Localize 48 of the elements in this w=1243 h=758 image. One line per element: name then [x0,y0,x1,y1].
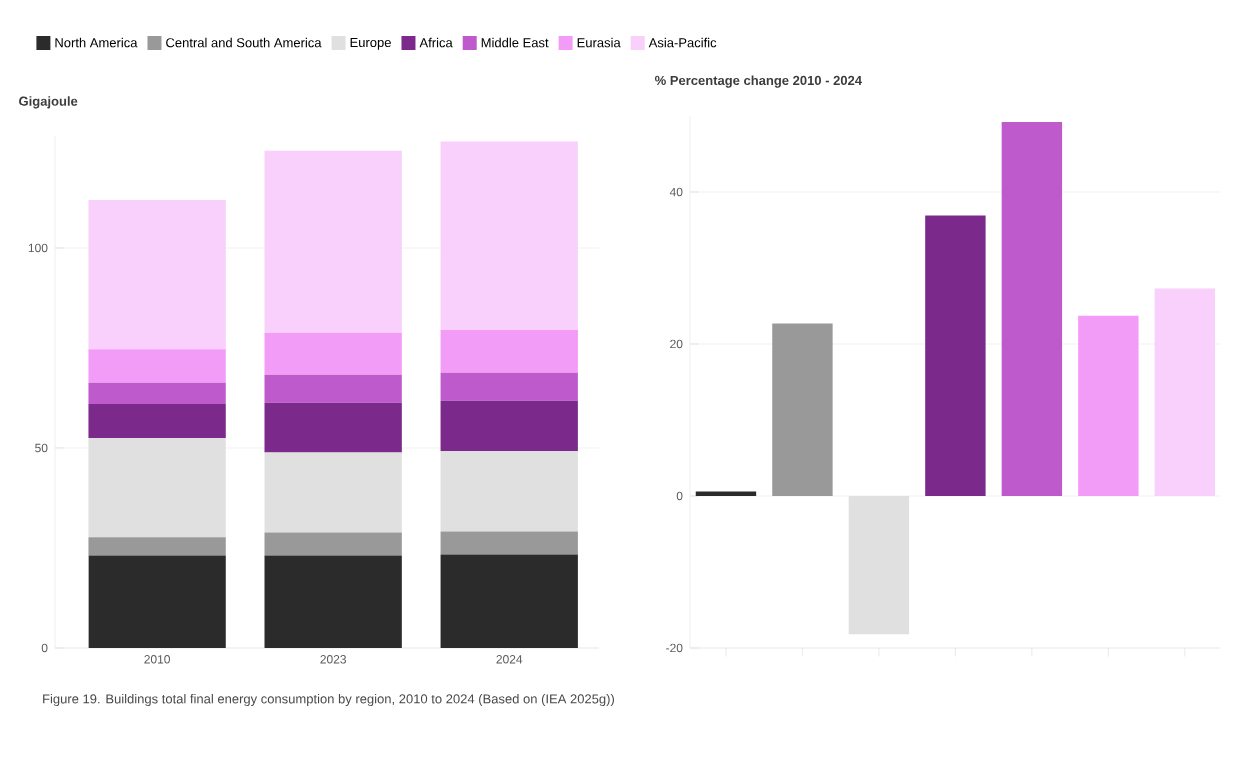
x-tick-label: 2023 [320,655,346,664]
bar [440,531,578,555]
x-tick-label: 2010 [144,655,170,664]
bar [695,491,757,496]
y-axis-title: Gigajoule [19,96,78,109]
y-tick-label: 100 [28,243,48,253]
y-tick-label: -20 [666,643,683,653]
legend-label: Europe [350,38,391,50]
y-tick-label: 0 [676,491,683,501]
bar [440,141,578,330]
bar [848,495,910,635]
y-tick-label: 40 [669,187,683,197]
legend-label: Africa [419,37,453,48]
legend-label: Eurasia [577,37,621,48]
y-axis-title: % Percentage change 2010 - 2024 [654,75,862,88]
bar [264,555,402,648]
legend-label: Middle East [481,37,549,48]
bar [88,349,226,383]
bar [264,452,402,533]
legend-label: Asia-Pacific [648,37,717,48]
legend-label: Central and South America [166,37,322,48]
bar [88,555,226,648]
bar [88,382,226,404]
y-tick-label: 0 [41,643,48,653]
x-tick-label: 2024 [496,655,523,664]
bar [772,323,833,496]
bar [440,554,578,648]
bar [925,215,986,496]
bar [1001,122,1063,496]
y-tick-label: 50 [35,443,48,453]
bar [88,199,226,350]
bar [264,332,402,375]
bar [88,437,226,538]
bar [264,402,402,453]
bar [88,403,226,438]
caption: Figure 19. Buildings total final energy consumption by region, 2010 to 2024 (Based on (IEA 2025g)) [43,693,614,707]
bar [264,374,402,403]
bar [440,372,578,401]
legend-label: North America [55,37,138,48]
y-tick-label: 20 [670,339,683,349]
bar [88,537,226,556]
bar [1154,288,1216,496]
bar [264,150,402,333]
bar [440,329,578,373]
bar [440,451,578,532]
bar [1078,315,1139,496]
bar [440,400,578,452]
bar [264,532,402,556]
